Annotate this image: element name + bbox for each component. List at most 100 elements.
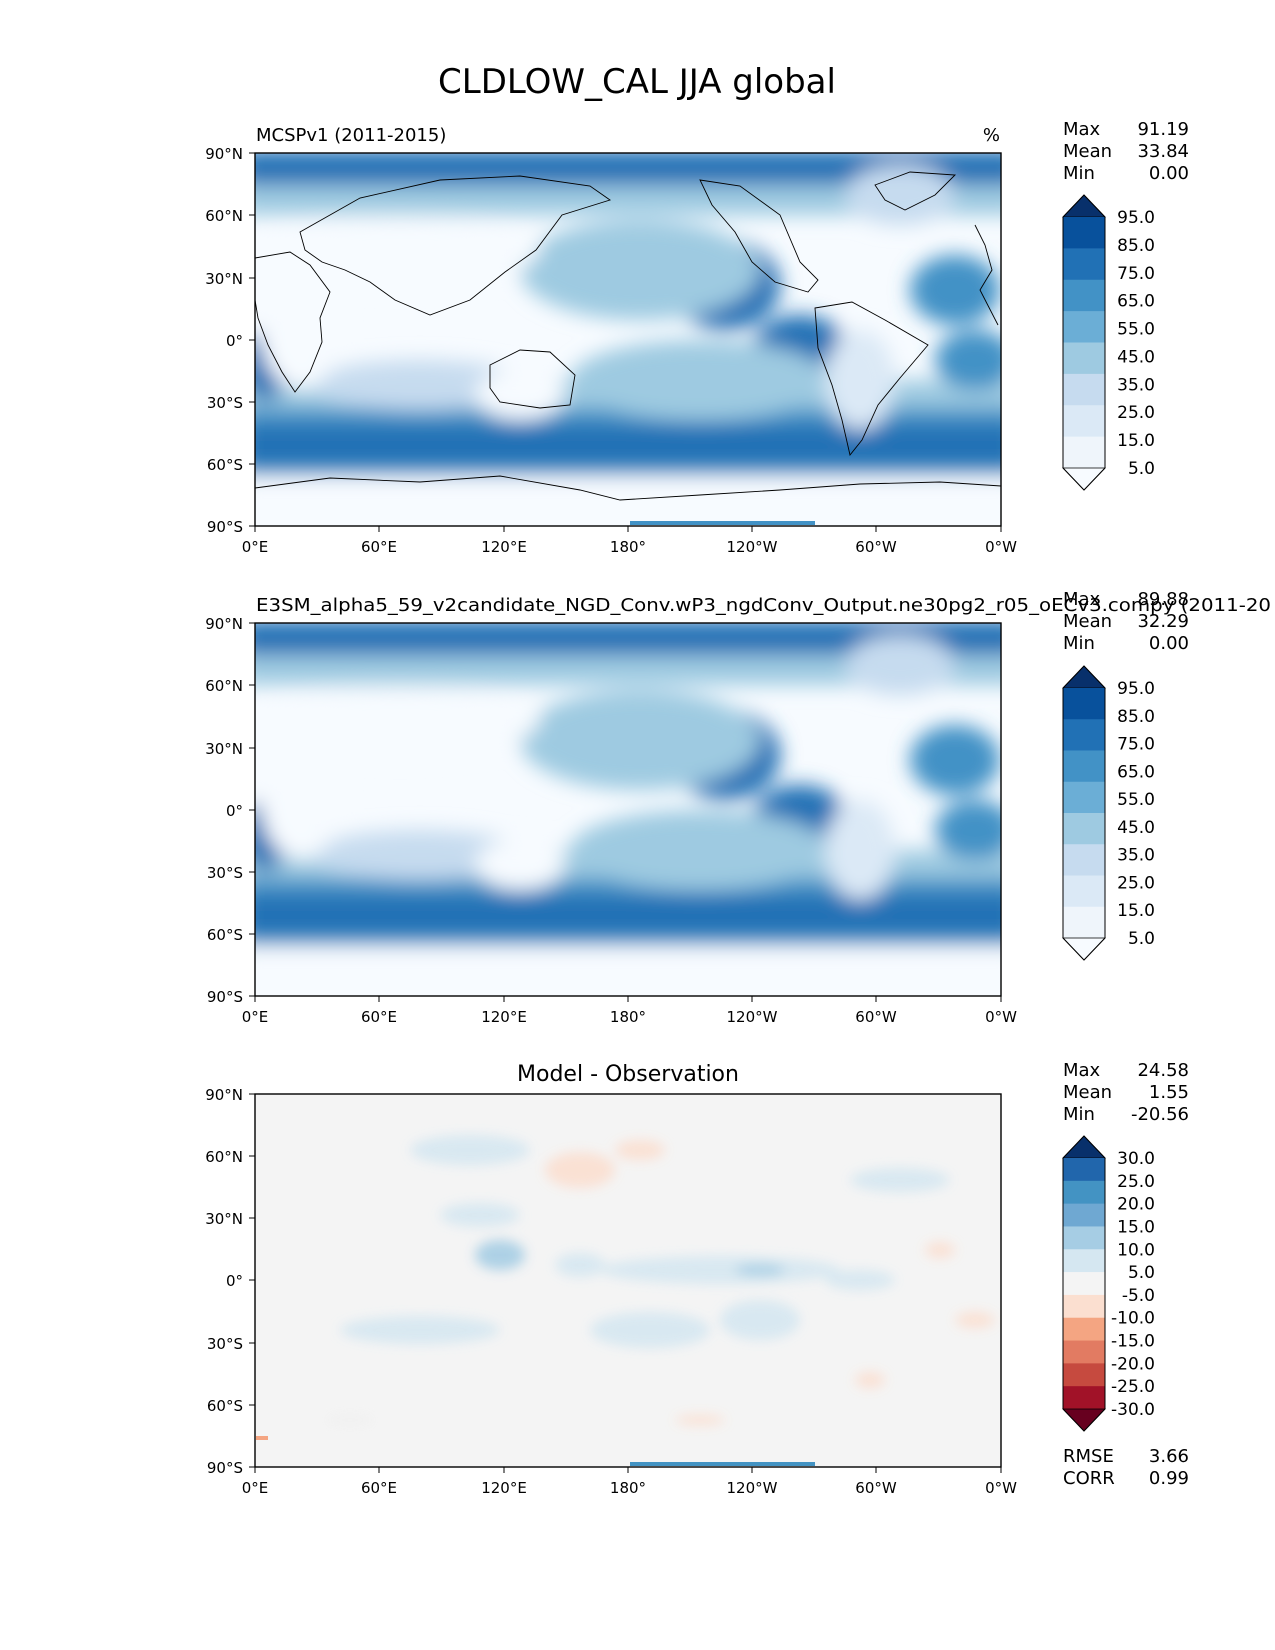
colorbar-tick-label: 65.0 <box>1117 292 1155 312</box>
colorbar-segment <box>1063 719 1105 751</box>
colorbar-tick-label: 10.0 <box>1117 1240 1155 1260</box>
lon-tick: 0°W <box>985 1479 1017 1497</box>
panel-difference-center-title: Model - Observation <box>517 1062 739 1087</box>
colorbar-segment <box>1063 1203 1105 1227</box>
colorbar-extension-max <box>1062 1135 1106 1159</box>
lat-tick: 30°S <box>207 864 243 882</box>
lon-tick: 180° <box>610 538 646 556</box>
stat-mean: 33.84 <box>1137 141 1189 162</box>
lat-tick: 0° <box>226 332 243 350</box>
colorbar-segment <box>1063 1180 1105 1205</box>
lon-tick: 120°E <box>481 1008 527 1026</box>
stats-difference: Max 24.58 Mean 1.55 Min -20.56 <box>1063 1060 1189 1125</box>
colorbar-tick-label: 15.0 <box>1117 901 1155 921</box>
stat-max: 91.19 <box>1137 119 1189 140</box>
stats-test: Max 91.19 Mean 33.84 Min 0.00 <box>1063 119 1189 184</box>
colorbar-segment <box>1063 906 1105 939</box>
stat-label: Mean <box>1063 611 1112 632</box>
colorbar-segment <box>1063 875 1105 908</box>
colorbar-tick-label: 55.0 <box>1117 320 1155 340</box>
panel-test-units: % <box>983 125 1000 146</box>
stat-label: Max <box>1063 119 1101 140</box>
colorbar-segment <box>1063 1249 1105 1273</box>
colorbar-tick-label: -20.0 <box>1111 1354 1155 1374</box>
lon-tick: 120°E <box>481 538 527 556</box>
colorbar-segment <box>1063 688 1105 720</box>
colorbar-tick-label: 85.0 <box>1117 236 1155 256</box>
colorbar-tick-label: 45.0 <box>1117 818 1155 838</box>
lon-tick: 0°W <box>985 1008 1017 1026</box>
colorbar-segment <box>1063 311 1105 343</box>
lon-tick: 0°W <box>985 538 1017 556</box>
lat-tick: 60°N <box>205 207 243 225</box>
stat-min: -20.56 <box>1131 1104 1189 1125</box>
lat-axis-difference: 90°N 60°N 30°N 0° 30°S 60°S 90°S <box>205 1086 255 1477</box>
lon-axis-reference: 0°E 60°E 120°E 180° 120°W 60°W 0°W <box>242 996 1017 1026</box>
colorbar-tick-label: 95.0 <box>1117 679 1155 699</box>
colorbar-tick-label: 95.0 <box>1117 208 1155 228</box>
colorbar-tick-label: 5.0 <box>1128 929 1155 949</box>
colorbar-tick-label: 75.0 <box>1117 735 1155 755</box>
stat-label: Max <box>1063 589 1101 610</box>
colorbar-outline <box>1062 665 1106 961</box>
lat-tick: 30°N <box>205 270 243 288</box>
colorbar-tick-label: 5.0 <box>1128 1263 1155 1283</box>
lat-tick: 0° <box>226 802 243 820</box>
colorbar-tick-label: 25.0 <box>1117 873 1155 893</box>
colorbar-tick-label: -30.0 <box>1111 1400 1155 1420</box>
panel-test: MCSPv1 (2011-2015) % <box>205 119 1189 556</box>
panel-reference-left-title: E3SM_alpha5_59_v2candidate_NGD_Conv.wP3_… <box>256 595 1271 616</box>
lon-tick: 60°W <box>855 1479 897 1497</box>
panel-reference: E3SM_alpha5_59_v2candidate_NGD_Conv.wP3_… <box>205 589 1271 1026</box>
lon-tick: 120°E <box>481 1479 527 1497</box>
lat-axis-reference: 90°N 60°N 30°N 0° 30°S 60°S 90°S <box>205 615 255 1006</box>
colorbar-outline <box>1062 194 1106 491</box>
colorbar-segment <box>1063 405 1105 438</box>
colorbar-tick-label: -15.0 <box>1111 1332 1155 1352</box>
colorbar-extension-min <box>1062 1408 1106 1432</box>
metrics-difference: RMSE 3.66 CORR 0.99 <box>1063 1446 1189 1489</box>
colorbar-tick-label: 30.0 <box>1117 1149 1155 1169</box>
coastlines-test <box>255 171 1001 501</box>
colorbar-tick-label: -25.0 <box>1111 1377 1155 1397</box>
colorbar-segment <box>1063 373 1105 406</box>
colorbar-tick-label: 65.0 <box>1117 762 1155 782</box>
stat-min: 0.00 <box>1149 163 1189 184</box>
colorbar-segment <box>1063 1340 1105 1364</box>
stats-reference: Max 89.88 Mean 32.29 Min 0.00 <box>1063 589 1189 654</box>
colorbar-tick-label: 45.0 <box>1117 347 1155 367</box>
colorbar-tick-label: 35.0 <box>1117 846 1155 866</box>
stat-label: Min <box>1063 163 1095 184</box>
colorbar-tick-label: 20.0 <box>1117 1195 1155 1215</box>
metric-label: RMSE <box>1063 1446 1114 1467</box>
lon-tick: 60°E <box>361 1479 397 1497</box>
colorbar-tick-label: 5.0 <box>1128 459 1155 479</box>
colorbar-segment <box>1063 436 1105 469</box>
lon-tick: 60°E <box>361 538 397 556</box>
colorbar-tick-label: 35.0 <box>1117 375 1155 395</box>
lon-tick: 180° <box>610 1479 646 1497</box>
lat-tick: 60°S <box>207 456 243 474</box>
colorbar-segment <box>1063 1158 1105 1182</box>
lat-tick: 90°N <box>205 615 243 633</box>
panel-difference: Model - Observation <box>205 1060 1189 1497</box>
colorbar-tick-label: -10.0 <box>1111 1309 1155 1329</box>
lat-tick: 30°S <box>207 394 243 412</box>
colorbar-tick-label: 85.0 <box>1117 707 1155 727</box>
lat-tick: 60°S <box>207 926 243 944</box>
panel-test-left-title: MCSPv1 (2011-2015) <box>256 125 446 146</box>
map-field-reference <box>255 623 1001 996</box>
colorbar-tick-label: 25.0 <box>1117 403 1155 423</box>
lon-tick: 0°E <box>242 1479 269 1497</box>
colorbar-segment <box>1063 750 1105 783</box>
figure-title: CLDLOW_CAL JJA global <box>438 62 836 102</box>
colorbar-tick-label: 15.0 <box>1117 1217 1155 1237</box>
lat-tick: 30°S <box>207 1335 243 1353</box>
lat-tick: 30°N <box>205 740 243 758</box>
colorbar-extension-max <box>1062 665 1106 689</box>
colorbar-segment <box>1063 781 1105 814</box>
colorbar-tick-label: 55.0 <box>1117 790 1155 810</box>
colorbar-test: 95.0 85.0 75.0 65.0 55.0 45.0 35.0 25.0 15.0 5.0 <box>1062 194 1155 491</box>
lon-tick: 60°W <box>855 538 897 556</box>
